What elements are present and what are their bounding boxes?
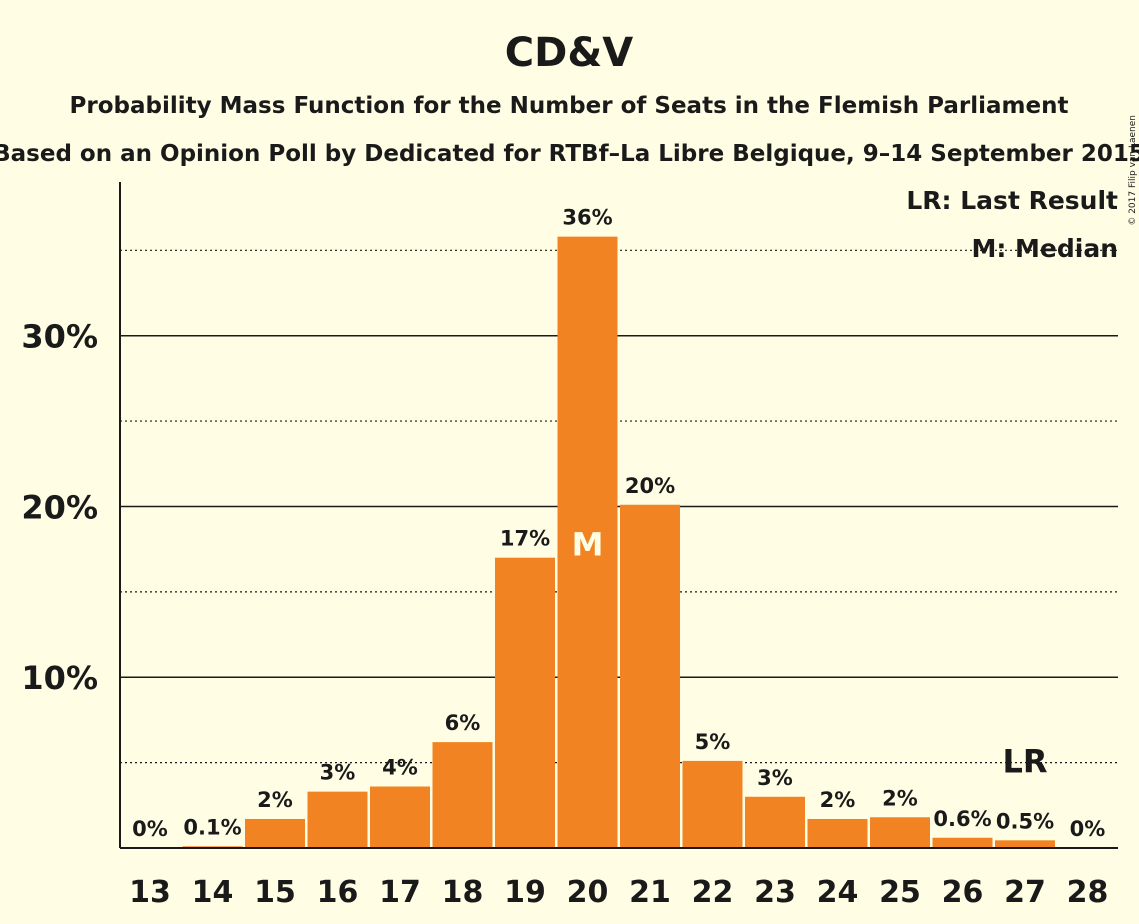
bar-22 [682, 760, 743, 848]
bar-15 [245, 818, 305, 848]
data-label-20: 36% [562, 206, 612, 230]
x-tick-label: 21 [629, 875, 671, 910]
data-label-24: 2% [820, 788, 856, 812]
chart-subtitle-source: Based on an Opinion Poll by Dedicated fo… [0, 141, 1139, 167]
bar-16 [307, 791, 368, 848]
x-tick-label: 22 [692, 875, 734, 910]
gridlines: 10% 20% 30% [21, 249, 1118, 764]
data-labels: 0% 13 0.1% 14 2% 15 3% 16 4% 17 6% 18 17% 19 36% 20 20% 2… [129, 206, 1108, 910]
x-tick-label: 19 [504, 875, 546, 910]
y-tick-label: 20% [21, 488, 98, 526]
legend-last-result: LR: Last Result [906, 186, 1118, 215]
chart-title: CD&V [505, 30, 633, 76]
data-label-15: 2% [257, 788, 293, 812]
data-label-21: 20% [625, 474, 675, 498]
axes [119, 182, 1118, 849]
data-label-16: 3% [320, 761, 356, 785]
x-tick-label: 20 [567, 875, 609, 910]
x-tick-label: 27 [1004, 875, 1046, 910]
x-tick-label: 13 [129, 875, 171, 910]
data-label-19: 17% [500, 527, 550, 551]
x-tick-label: 26 [942, 875, 984, 910]
data-label-18: 6% [445, 711, 481, 735]
bar-18 [432, 742, 493, 848]
x-tick-label: 24 [817, 875, 859, 910]
bars [182, 236, 1055, 849]
data-label-26: 0.6% [933, 807, 991, 831]
data-label-27: 0.5% [996, 809, 1054, 833]
x-tick-label: 17 [379, 875, 421, 910]
y-tick-label: 30% [21, 318, 98, 356]
x-tick-label: 16 [317, 875, 359, 910]
bar-20 [557, 236, 618, 849]
data-label-25: 2% [882, 786, 918, 810]
bar-21 [620, 504, 680, 848]
data-label-28: 0% [1070, 817, 1106, 841]
bar-23 [745, 796, 805, 848]
chart-subtitle: Probability Mass Function for the Number… [70, 93, 1069, 119]
bar-27 [995, 840, 1055, 848]
x-tick-label: 18 [442, 875, 484, 910]
bar-25 [870, 817, 930, 848]
x-tick-label: 23 [754, 875, 796, 910]
bar-26 [932, 837, 993, 848]
y-tick-label: 10% [21, 659, 98, 697]
data-label-23: 3% [757, 766, 793, 790]
legend-median: M: Median [971, 234, 1118, 263]
data-label-13: 0% [132, 817, 168, 841]
data-label-22: 5% [695, 730, 731, 754]
bar-19 [495, 557, 555, 848]
x-tick-label: 14 [192, 875, 234, 910]
median-marker: M [572, 526, 604, 564]
copyright-notice: © 2017 Filip van Laenen [1128, 115, 1138, 226]
x-tick-label: 15 [254, 875, 296, 910]
data-label-14: 0.1% [183, 815, 241, 839]
x-tick-label: 28 [1067, 875, 1109, 910]
last-result-marker: LR [1002, 743, 1047, 781]
bar-24 [807, 818, 868, 848]
data-label-17: 4% [382, 756, 418, 780]
bar-17 [370, 786, 430, 848]
x-tick-label: 25 [879, 875, 921, 910]
